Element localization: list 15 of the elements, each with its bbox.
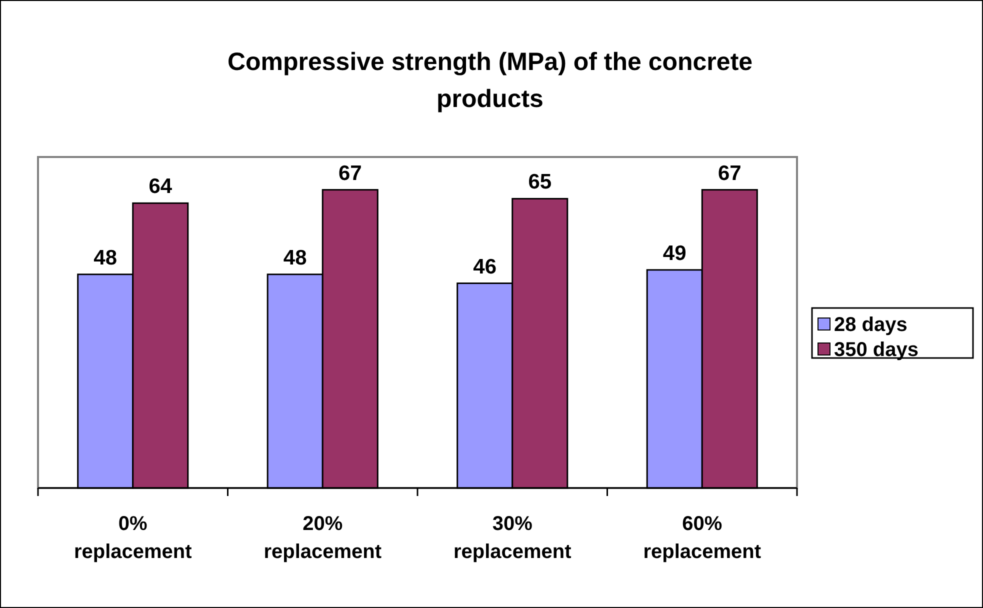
data-label: 48 — [94, 246, 118, 270]
data-label: 67 — [718, 162, 742, 185]
chart-title: Compressive strength (MPa) of the concrete products — [227, 48, 753, 113]
data-label: 48 — [283, 246, 308, 270]
legend-label: 350 days — [834, 339, 919, 361]
legend-label: 28 days — [834, 314, 908, 336]
x-tick-label: 20% replacement — [264, 513, 382, 563]
x-tick-label: 30% replacement — [453, 513, 572, 563]
x-tick-label: 60% replacement — [643, 513, 762, 563]
data-label: 67 — [338, 162, 362, 185]
data-label: 64 — [148, 175, 172, 198]
x-tick-label: 0% replacement — [74, 513, 192, 563]
data-label: 65 — [528, 170, 552, 194]
data-label: 49 — [662, 242, 686, 265]
data-label: 46 — [473, 255, 497, 278]
